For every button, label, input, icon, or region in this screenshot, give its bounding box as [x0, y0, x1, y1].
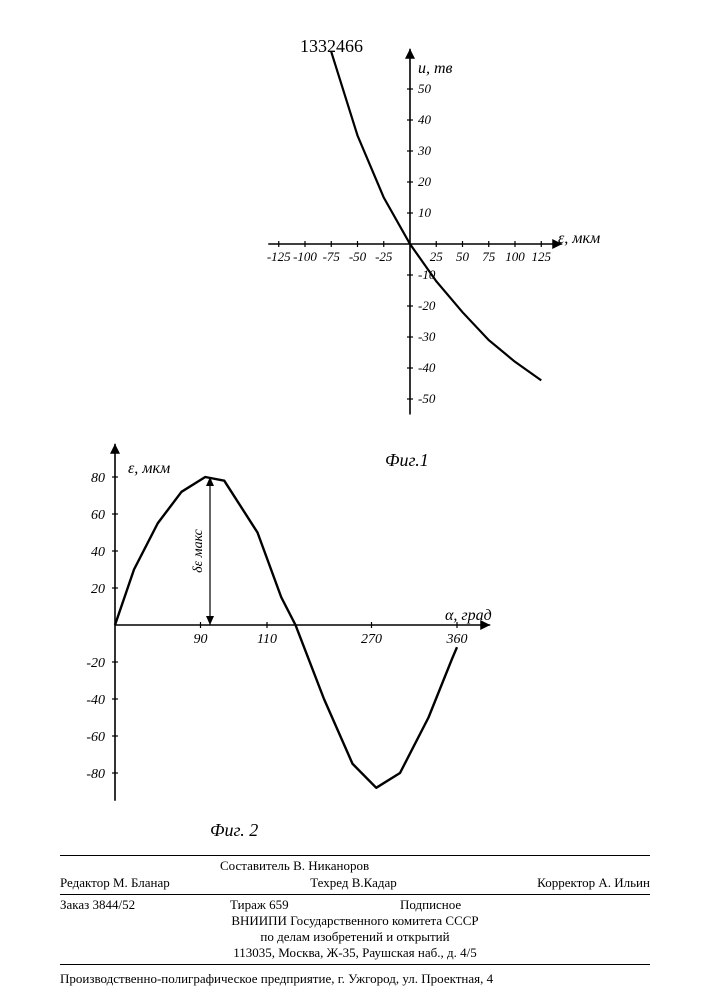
svg-text:20: 20 [91, 582, 105, 597]
footer-tech: Техред В.Кадар [310, 875, 397, 891]
footer-compiler: Составитель В. Никаноров [60, 856, 650, 874]
svg-text:-20: -20 [86, 656, 105, 671]
svg-text:-20: -20 [418, 298, 436, 313]
fig2-caption: Фиг. 2 [210, 820, 258, 841]
svg-text:-80: -80 [86, 767, 105, 782]
svg-text:-125: -125 [267, 249, 291, 264]
figure-1-chart: -125-100 -75 -50 -25 25 50 75 100 125 10 20 30 40 50 -… [240, 55, 580, 445]
svg-text:50: 50 [418, 81, 432, 96]
footer-order: Заказ 3844/52 [60, 897, 230, 913]
svg-text:50: 50 [456, 249, 470, 264]
svg-text:30: 30 [417, 143, 432, 158]
footer-org1: ВНИИПИ Государственного комитета СССР [60, 913, 650, 929]
svg-text:-75: -75 [323, 249, 341, 264]
svg-text:-50: -50 [418, 391, 436, 406]
svg-text:40: 40 [418, 112, 432, 127]
svg-text:60: 60 [91, 508, 105, 523]
svg-text:δε макс: δε макс [191, 528, 206, 572]
svg-text:-60: -60 [86, 730, 105, 745]
svg-text:90: 90 [194, 632, 208, 647]
svg-text:-40: -40 [418, 360, 436, 375]
footer-corrector: Корректор А. Ильин [537, 875, 650, 891]
svg-text:25: 25 [430, 249, 444, 264]
footer-address: 113035, Москва, Ж-35, Раушская наб., д. … [60, 945, 650, 961]
footer-editor: Редактор М. Бланар [60, 875, 170, 891]
svg-text:125: 125 [532, 249, 552, 264]
footer-org2: по делам изобретений и открытий [60, 929, 650, 945]
page-root: 1332466 -125-100-75-50-25255075100125102… [0, 0, 707, 1000]
svg-text:100: 100 [505, 249, 525, 264]
svg-text:360: 360 [446, 632, 468, 647]
fig2-y-axis-label: ε, мкм [128, 460, 170, 478]
svg-text:75: 75 [482, 249, 496, 264]
svg-text:110: 110 [257, 632, 277, 647]
footer-sub: Подписное [400, 897, 461, 913]
svg-text:270: 270 [361, 632, 382, 647]
footer-block: Составитель В. Никаноров Редактор М. Бла… [60, 855, 650, 987]
svg-text:40: 40 [91, 545, 105, 560]
svg-text:-100: -100 [293, 249, 317, 264]
svg-text:-50: -50 [349, 249, 367, 264]
figure-2-chart: 90 110 270 360 20 40 60 80 -20 -40 -60 -80 δε макс [60, 450, 490, 830]
fig1-y-axis-label: u, mв [418, 60, 453, 78]
footer-tirage: Тираж 659 [230, 897, 400, 913]
svg-text:10: 10 [418, 205, 432, 220]
footer-printer: Производственно-полиграфическое предприя… [60, 965, 650, 987]
svg-text:-30: -30 [418, 329, 436, 344]
fig1-x-axis-label: ε, мкм [558, 230, 600, 248]
svg-text:80: 80 [91, 471, 105, 486]
svg-text:-40: -40 [86, 693, 105, 708]
fig2-x-axis-label: α, град [445, 607, 492, 625]
svg-text:20: 20 [418, 174, 432, 189]
svg-text:-25: -25 [375, 249, 393, 264]
